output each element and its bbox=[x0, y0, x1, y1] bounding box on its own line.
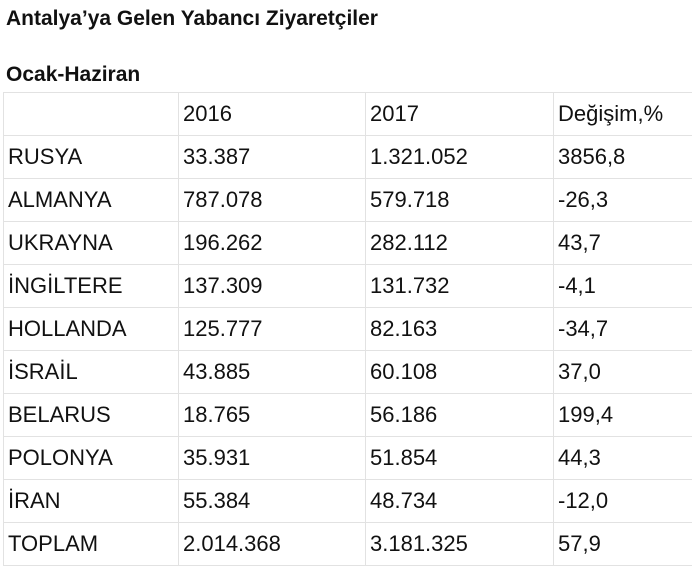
table-cell: 1.321.052 bbox=[365, 135, 554, 179]
table-row: POLONYA 35.931 51.854 44,3 bbox=[3, 436, 692, 480]
table-row: TOPLAM 2.014.368 3.181.325 57,9 bbox=[3, 522, 692, 566]
table-row: İRAN 55.384 48.734 -12,0 bbox=[3, 479, 692, 523]
row-label: POLONYA bbox=[3, 436, 179, 480]
table-row: ALMANYA 787.078 579.718 -26,3 bbox=[3, 178, 692, 222]
header-cell bbox=[3, 92, 179, 136]
table-cell: 125.777 bbox=[178, 307, 366, 351]
table-cell: 131.732 bbox=[365, 264, 554, 308]
table-cell: 56.186 bbox=[365, 393, 554, 437]
title: Antalya’ya Gelen Yabancı Ziyaretçiler bbox=[6, 7, 378, 30]
table-cell: 55.384 bbox=[178, 479, 366, 523]
table-cell: 43,7 bbox=[553, 221, 692, 265]
table-cell: 196.262 bbox=[178, 221, 366, 265]
row-label: HOLLANDA bbox=[3, 307, 179, 351]
table-cell: -12,0 bbox=[553, 479, 692, 523]
row-label: İNGİLTERE bbox=[3, 264, 179, 308]
table-cell: 44,3 bbox=[553, 436, 692, 480]
table-cell: 199,4 bbox=[553, 393, 692, 437]
table-cell: 18.765 bbox=[178, 393, 366, 437]
table-row: UKRAYNA 196.262 282.112 43,7 bbox=[3, 221, 692, 265]
table-cell: 60.108 bbox=[365, 350, 554, 394]
table-row: BELARUS 18.765 56.186 199,4 bbox=[3, 393, 692, 437]
row-label: İSRAİL bbox=[3, 350, 179, 394]
row-label: ALMANYA bbox=[3, 178, 179, 222]
table-body: 2016 2017 Değişim,% RUSYA 33.387 1.321.052 385… bbox=[3, 92, 692, 566]
subtitle: Ocak-Haziran bbox=[6, 63, 141, 86]
table-cell: 3856,8 bbox=[553, 135, 692, 179]
table-cell: 787.078 bbox=[178, 178, 366, 222]
header-cell: Değişim,% bbox=[553, 92, 692, 136]
row-label: TOPLAM bbox=[3, 522, 179, 566]
table-cell: 2.014.368 bbox=[178, 522, 366, 566]
header-cell: 2017 bbox=[365, 92, 554, 136]
table-cell: -34,7 bbox=[553, 307, 692, 351]
header-row: 2016 2017 Değişim,% bbox=[3, 92, 692, 136]
table-cell: 57,9 bbox=[553, 522, 692, 566]
row-label: UKRAYNA bbox=[3, 221, 179, 265]
table-cell: 35.931 bbox=[178, 436, 366, 480]
table-cell: 579.718 bbox=[365, 178, 554, 222]
row-label: RUSYA bbox=[3, 135, 179, 179]
row-label: BELARUS bbox=[3, 393, 179, 437]
table-row: RUSYA 33.387 1.321.052 3856,8 bbox=[3, 135, 692, 179]
table-cell: 282.112 bbox=[365, 221, 554, 265]
table-cell: 33.387 bbox=[178, 135, 366, 179]
table-row: HOLLANDA 125.777 82.163 -34,7 bbox=[3, 307, 692, 351]
header-cell: 2016 bbox=[178, 92, 366, 136]
table-cell: 48.734 bbox=[365, 479, 554, 523]
table-cell: -4,1 bbox=[553, 264, 692, 308]
table-row: İNGİLTERE 137.309 131.732 -4,1 bbox=[3, 264, 692, 308]
table-cell: 51.854 bbox=[365, 436, 554, 480]
table-cell: 82.163 bbox=[365, 307, 554, 351]
table-cell: -26,3 bbox=[553, 178, 692, 222]
table-cell: 3.181.325 bbox=[365, 522, 554, 566]
table-row: İSRAİL 43.885 60.108 37,0 bbox=[3, 350, 692, 394]
row-label: İRAN bbox=[3, 479, 179, 523]
table-cell: 137.309 bbox=[178, 264, 366, 308]
data-table: 2016 2017 Değişim,% RUSYA 33.387 1.321.052 385… bbox=[3, 92, 692, 566]
table-cell: 43.885 bbox=[178, 350, 366, 394]
table-cell: 37,0 bbox=[553, 350, 692, 394]
